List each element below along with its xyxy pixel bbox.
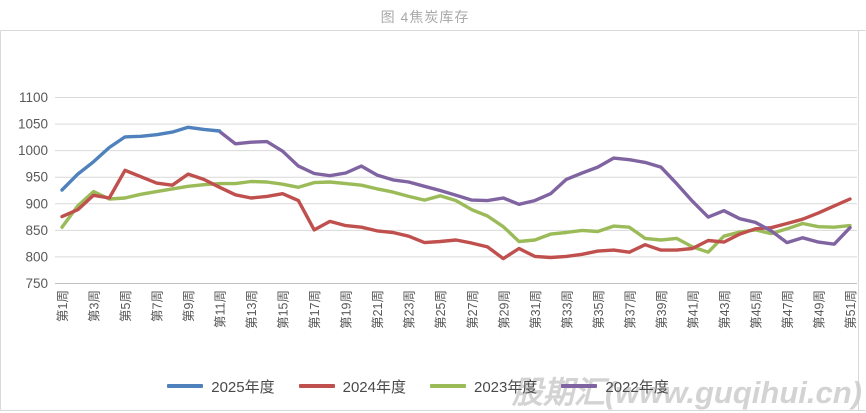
x-axis-tick-label: 第11周 <box>214 290 228 328</box>
legend-label: 2025年度 <box>211 378 275 396</box>
x-axis-tick-label: 第19周 <box>340 290 354 329</box>
legend-line-swatch <box>298 384 335 388</box>
watermark: 股期汇(www.guqihui.cn) <box>511 375 862 410</box>
x-axis-tick-label: 第43周 <box>718 290 732 329</box>
y-axis-tick-label: 750 <box>25 276 48 291</box>
x-axis-tick-label: 第31周 <box>529 290 543 329</box>
y-axis-tick-label: 900 <box>25 196 48 211</box>
y-axis-tick-label: 850 <box>25 223 48 238</box>
x-axis-tick-label: 第5周 <box>119 290 133 322</box>
legend-item-2022: 2022年度 <box>561 376 669 397</box>
x-axis-tick-label: 第13周 <box>245 290 259 329</box>
legend-line-swatch <box>167 384 204 388</box>
x-axis-tick-label: 第45周 <box>749 290 763 329</box>
x-axis-tick-label: 第21周 <box>371 290 385 329</box>
chart-legend: 2025年度 2024年度 2023年度 2022年度 <box>0 373 836 399</box>
x-axis-tick-label: 第49周 <box>812 290 826 329</box>
legend-line-swatch <box>430 384 466 388</box>
x-axis-tick-label: 第9周 <box>182 290 196 322</box>
x-axis-tick-label: 第7周 <box>151 290 165 322</box>
y-axis-tick-label: 1100 <box>19 90 48 105</box>
legend-label: 2022年度 <box>605 378 669 396</box>
series-line-2022 <box>217 129 852 246</box>
y-axis-tick-label: 1050 <box>18 117 48 132</box>
x-axis-tick-label: 第29周 <box>497 290 511 329</box>
x-axis-tick-label: 第3周 <box>88 290 102 322</box>
x-axis-tick-label: 第25周 <box>434 290 448 329</box>
x-axis-tick-label: 第17周 <box>308 290 322 329</box>
legend-item-2023: 2023年度 <box>430 376 537 397</box>
x-axis-tick-label: 第23周 <box>403 290 417 329</box>
x-axis-tick-label: 第27周 <box>466 290 480 329</box>
series-line-2025 <box>60 125 222 192</box>
x-axis-tick-label: 第51周 <box>844 290 858 329</box>
chart-title: 图 4焦炭库存 <box>380 9 470 25</box>
x-axis-tick-label: 第15周 <box>277 290 291 329</box>
x-axis-tick-label: 第39周 <box>655 290 669 329</box>
x-axis-tick-label: 第33周 <box>560 290 574 329</box>
legend-label: 2024年度 <box>342 378 406 396</box>
x-axis-tick-label: 第37周 <box>623 290 637 329</box>
x-axis-tick-label: 第35周 <box>592 290 606 329</box>
legend-label: 2023年度 <box>474 378 538 396</box>
series-line-2024 <box>60 168 852 261</box>
x-axis-tick-label: 第47周 <box>781 290 795 329</box>
legend-line-swatch <box>561 384 598 388</box>
legend-item-2025: 2025年度 <box>167 376 275 397</box>
x-axis-tick-label: 第41周 <box>686 290 700 329</box>
y-axis-tick-label: 800 <box>25 249 48 264</box>
x-axis-tick-label: 第1周 <box>56 290 70 322</box>
y-axis-tick-label: 1000 <box>18 143 48 158</box>
legend-item-2024: 2024年度 <box>298 376 406 397</box>
y-axis-tick-label: 950 <box>25 170 48 185</box>
